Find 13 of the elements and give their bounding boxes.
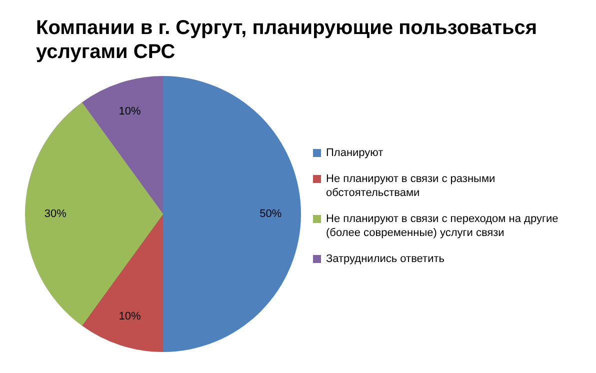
pie-slice xyxy=(82,76,163,214)
data-label: 10% xyxy=(118,310,141,322)
data-label: 30% xyxy=(44,208,67,220)
pie-slice xyxy=(163,76,301,352)
legend-label: Планируют xyxy=(326,146,384,160)
legend-label: Не планируют в связи с разными обстоятельствами xyxy=(326,172,496,200)
pie-slice xyxy=(82,214,163,352)
data-label: 50% xyxy=(260,208,282,220)
pie-slice xyxy=(25,102,163,326)
legend-label: Затруднились ответить xyxy=(326,252,445,266)
data-label: 10% xyxy=(118,106,141,118)
chart-title: Компании в г. Сургут, планирующие пользоваться услугами СРС xyxy=(35,16,538,65)
legend-label: Не планируют в связи с переходом на другие (более современные) услуги связи xyxy=(326,212,560,240)
